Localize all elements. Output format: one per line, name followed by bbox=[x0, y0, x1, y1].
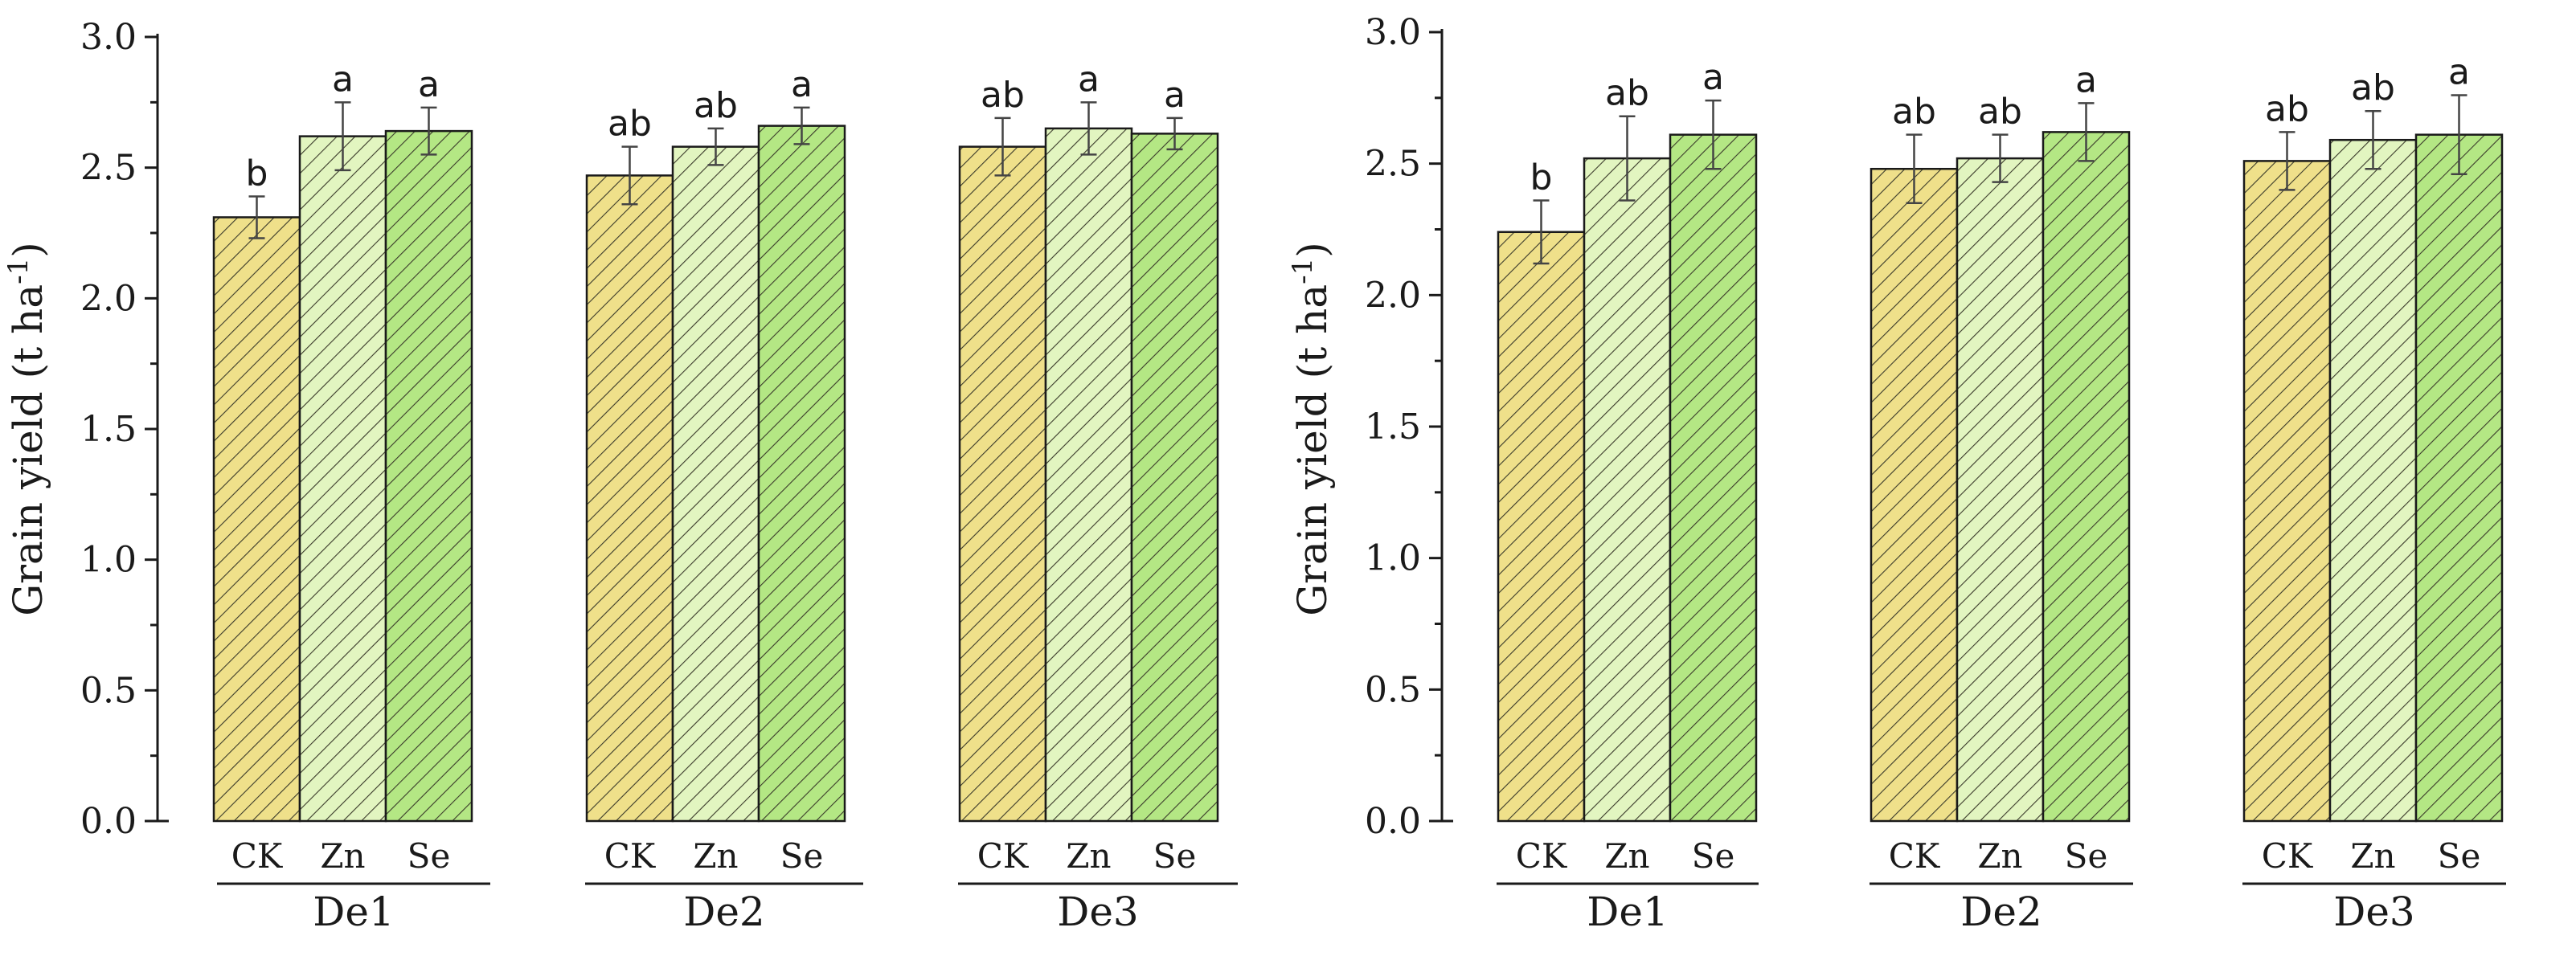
significance-letter: ab bbox=[1978, 92, 2022, 133]
chart-panel-left: 0.0 0.5 1.0 1.5 2.0 2.5 3.0 Grain yield (t ha-1… bbox=[2, 17, 1238, 935]
y-tick-label: 0.0 bbox=[1365, 801, 1421, 842]
y-axis-label-close: ) bbox=[5, 242, 51, 258]
bar-de3-se bbox=[2414, 133, 2504, 823]
significance-letter: a bbox=[1164, 75, 1186, 116]
category-label: Se bbox=[1153, 836, 1197, 876]
bar-de2-se bbox=[2042, 131, 2131, 823]
y-tick-label: 2.5 bbox=[1365, 144, 1421, 185]
y-axis-label-sup: -1 bbox=[2, 258, 35, 284]
significance-letter: a bbox=[2075, 59, 2097, 100]
category-label: Se bbox=[2438, 836, 2481, 876]
significance-letter: a bbox=[791, 64, 813, 105]
significance-letter: ab bbox=[608, 104, 652, 145]
y-tick-label: 0.5 bbox=[80, 670, 137, 711]
significance-letter: ab bbox=[1892, 92, 1936, 133]
significance-letter: ab bbox=[2351, 67, 2395, 108]
category-label: Zn bbox=[1977, 836, 2022, 876]
y-tick-label: 1.0 bbox=[80, 540, 137, 581]
bar-de3-ck bbox=[2242, 160, 2332, 823]
y-tick-label: 2.5 bbox=[80, 148, 137, 189]
category-label: Zn bbox=[320, 836, 365, 876]
category-label: Se bbox=[2065, 836, 2108, 876]
bar-de1-se bbox=[1669, 133, 1758, 823]
y-tick-label: 2.0 bbox=[80, 278, 137, 319]
y-axis-label-main: Grain yield (t ha bbox=[1289, 284, 1336, 616]
group-label: De3 bbox=[2333, 889, 2415, 935]
group-label: De1 bbox=[313, 889, 395, 935]
significance-letter: b bbox=[1530, 157, 1553, 198]
y-tick-label: 3.0 bbox=[1365, 12, 1421, 53]
y-axis-label-sup: -1 bbox=[1287, 258, 1319, 284]
significance-letter: ab bbox=[1605, 73, 1649, 114]
y-tick-label: 0.5 bbox=[1365, 669, 1421, 710]
y-tick-label: 3.0 bbox=[80, 17, 137, 58]
category-label: CK bbox=[231, 836, 284, 876]
significance-letter: a bbox=[1702, 57, 1724, 98]
y-tick-label: 1.0 bbox=[1365, 538, 1421, 579]
chart-panel-right: 0.0 0.5 1.0 1.5 2.0 2.5 3.0 Grain yield (t ha-1… bbox=[1287, 12, 2506, 935]
category-label: CK bbox=[2262, 836, 2314, 876]
category-label: CK bbox=[1889, 836, 1941, 876]
bar-de1-ck bbox=[1497, 231, 1586, 823]
significance-letter: ab bbox=[694, 85, 738, 126]
y-tick-label: 0.0 bbox=[80, 801, 137, 842]
category-label: Se bbox=[780, 836, 824, 876]
category-label: Zn bbox=[2350, 836, 2395, 876]
category-label: Zn bbox=[1066, 836, 1111, 876]
bar-de1-zn bbox=[298, 135, 387, 823]
bar-de3-se bbox=[1130, 133, 1219, 823]
category-label: Zn bbox=[693, 836, 738, 876]
group-label: De3 bbox=[1057, 889, 1139, 935]
significance-letter: a bbox=[1078, 59, 1100, 100]
category-label: Zn bbox=[1604, 836, 1649, 876]
bar-de1-zn bbox=[1583, 157, 1672, 823]
category-label: Se bbox=[407, 836, 451, 876]
significance-letter: a bbox=[2448, 52, 2470, 93]
significance-letter: ab bbox=[2265, 88, 2309, 129]
y-axis-label: Grain yield (t ha-1) bbox=[1287, 242, 1336, 616]
y-axis-label-close: ) bbox=[1289, 242, 1336, 258]
bar-de3-zn bbox=[2328, 138, 2418, 823]
bar-de2-zn bbox=[1956, 157, 2045, 823]
y-tick-label: 2.0 bbox=[1365, 275, 1421, 316]
category-label: CK bbox=[1516, 836, 1568, 876]
significance-letter: ab bbox=[981, 75, 1025, 116]
bar-de3-zn bbox=[1044, 127, 1133, 823]
bar-de1-ck bbox=[212, 216, 301, 823]
group-label: De2 bbox=[1960, 889, 2042, 935]
bar-de2-ck bbox=[585, 174, 674, 823]
y-axis-label: Grain yield (t ha-1) bbox=[2, 242, 51, 616]
category-label: CK bbox=[977, 836, 1030, 876]
group-label: De2 bbox=[683, 889, 765, 935]
significance-letter: b bbox=[246, 153, 268, 194]
y-axis-label-main: Grain yield (t ha bbox=[5, 284, 51, 616]
y-tick-label: 1.5 bbox=[80, 409, 137, 450]
category-label: Se bbox=[1692, 836, 1735, 876]
significance-letter: a bbox=[418, 64, 440, 105]
bar-de2-se bbox=[757, 125, 846, 823]
bar-de2-ck bbox=[1870, 167, 1959, 823]
bar-de3-ck bbox=[958, 145, 1047, 823]
bar-de1-se bbox=[384, 129, 473, 823]
category-label: CK bbox=[604, 836, 657, 876]
significance-letter: a bbox=[332, 59, 354, 100]
bar-de2-zn bbox=[671, 145, 760, 823]
y-tick-label: 1.5 bbox=[1365, 407, 1421, 447]
group-label: De1 bbox=[1587, 889, 1669, 935]
